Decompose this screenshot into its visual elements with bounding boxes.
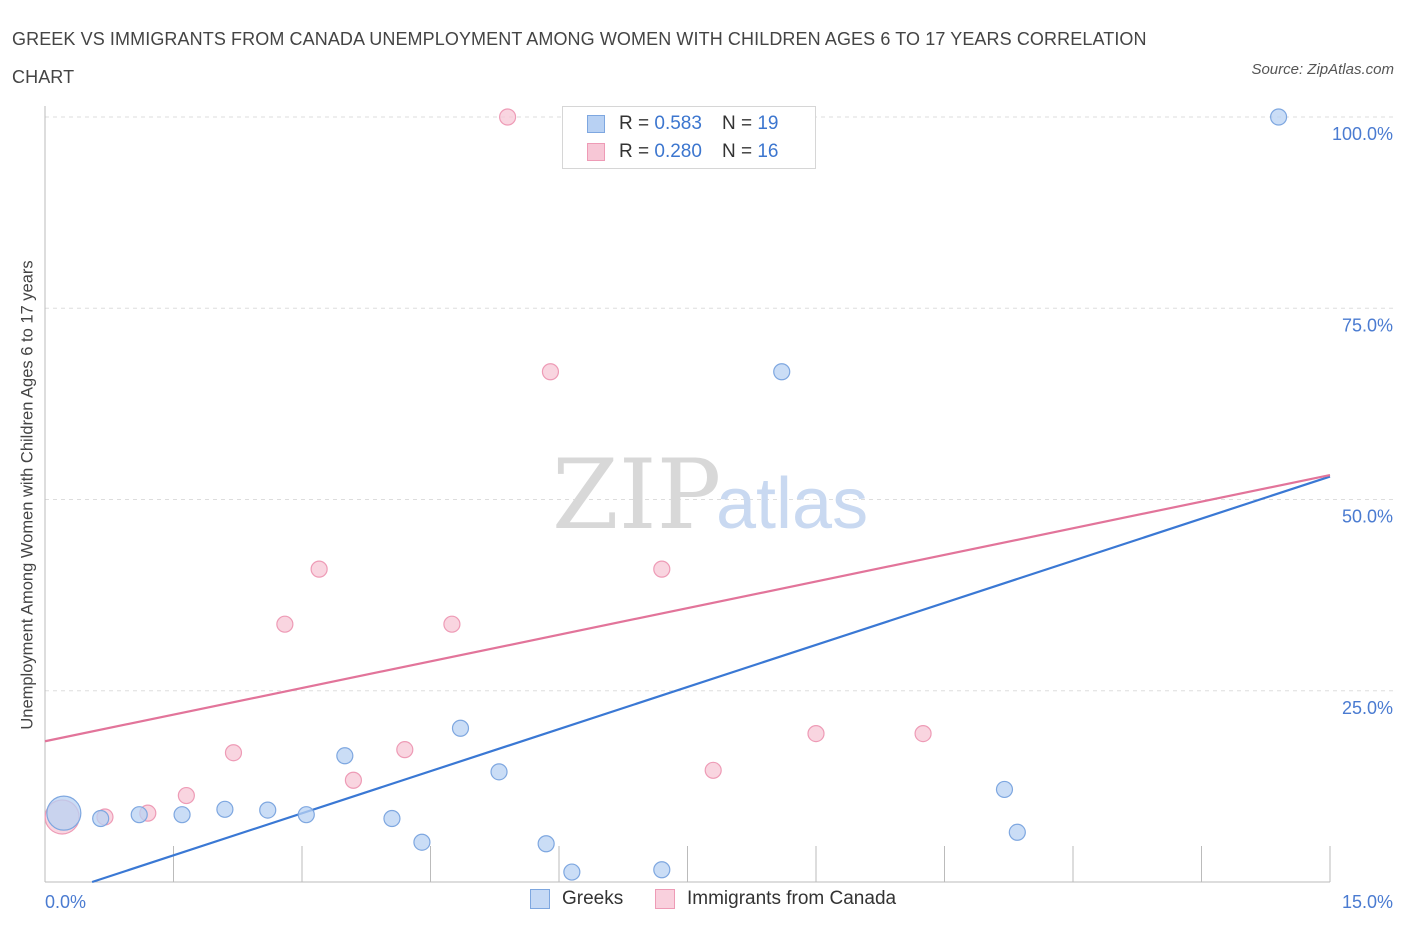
point-greeks <box>383 809 401 828</box>
legend-n-value-greeks: 19 <box>757 113 779 134</box>
legend-row-greeks: R = 0.583 N = 19 <box>587 112 778 136</box>
y-tick-label: 50.0% <box>1342 507 1393 527</box>
point-canada <box>396 741 414 759</box>
point-greeks <box>413 833 431 851</box>
legend-swatch-canada <box>587 143 605 161</box>
x-tick-marks <box>44 846 1331 882</box>
point-greeks <box>490 763 508 781</box>
point-canada <box>443 615 461 633</box>
point-greeks <box>653 861 671 879</box>
point-greeks <box>92 809 110 828</box>
legend-swatch-greeks <box>587 115 605 133</box>
point-canada <box>344 771 362 789</box>
y-tick-label: 25.0% <box>1342 698 1393 718</box>
series-legend-greeks[interactable]: Greeks <box>530 888 623 910</box>
source-label: Source: ZipAtlas.com <box>1251 61 1394 78</box>
point-greeks <box>297 806 315 824</box>
chart-title: GREEK VS IMMIGRANTS FROM CANADA UNEMPLOY… <box>12 29 1147 87</box>
y-tick-label: 100.0% <box>1332 124 1393 144</box>
point-greeks <box>1269 108 1288 126</box>
trendline-canada <box>44 473 1331 743</box>
point-canada <box>704 761 722 779</box>
legend-n-label: N = <box>721 113 753 134</box>
point-greeks <box>130 806 148 824</box>
point-greeks <box>773 363 791 381</box>
point-greeks <box>451 719 470 737</box>
series-legend: Greeks Immigrants from Canada <box>0 888 1406 916</box>
y-tick-label: 75.0% <box>1342 315 1393 335</box>
point-canada <box>310 560 328 578</box>
series-legend-greeks-label: Greeks <box>562 888 624 909</box>
series-legend-canada[interactable]: Immigrants from Canada <box>655 888 896 910</box>
series-swatch-greeks <box>530 889 550 909</box>
legend-r-value-greeks: 0.583 <box>654 113 702 134</box>
data-points <box>44 108 1288 881</box>
point-greeks <box>995 780 1014 799</box>
point-canada <box>541 363 560 381</box>
series-swatch-canada <box>655 889 675 909</box>
point-canada <box>276 615 294 633</box>
point-greeks <box>537 835 555 853</box>
legend-row-canada: R = 0.280 N = 16 <box>587 140 778 164</box>
point-greeks <box>46 795 82 831</box>
series-legend-canada-label: Immigrants from Canada <box>687 888 897 909</box>
point-canada <box>914 724 932 743</box>
grid-lines <box>45 116 1393 692</box>
legend-r-value-canada: 0.280 <box>654 141 702 162</box>
point-greeks <box>259 801 277 819</box>
watermark-atlas: atlas <box>716 464 868 544</box>
watermark-zip: ZIP <box>552 439 721 551</box>
point-greeks <box>216 800 234 818</box>
legend-r-label: R = <box>619 113 650 134</box>
point-canada <box>653 560 671 578</box>
point-canada <box>224 744 243 762</box>
point-canada <box>807 724 825 743</box>
legend-r-label: R = <box>619 141 650 162</box>
legend-n-label: N = <box>721 141 753 162</box>
point-greeks <box>336 747 354 765</box>
x-tick-label-min: 0.0% <box>45 892 86 912</box>
legend-n-value-canada: 16 <box>757 141 779 162</box>
point-greeks <box>1008 823 1026 841</box>
point-greeks <box>563 863 581 881</box>
y-tick-labels: 25.0% 50.0% 75.0% 100.0% <box>1332 124 1393 718</box>
x-tick-label-max: 15.0% <box>1342 892 1393 912</box>
point-canada <box>499 108 517 126</box>
watermark: ZIP atlas <box>552 439 868 551</box>
point-canada <box>177 786 195 805</box>
point-greeks <box>173 806 191 824</box>
correlation-legend: R = 0.583 N = 19 R = 0.280 N = 16 <box>562 106 816 169</box>
